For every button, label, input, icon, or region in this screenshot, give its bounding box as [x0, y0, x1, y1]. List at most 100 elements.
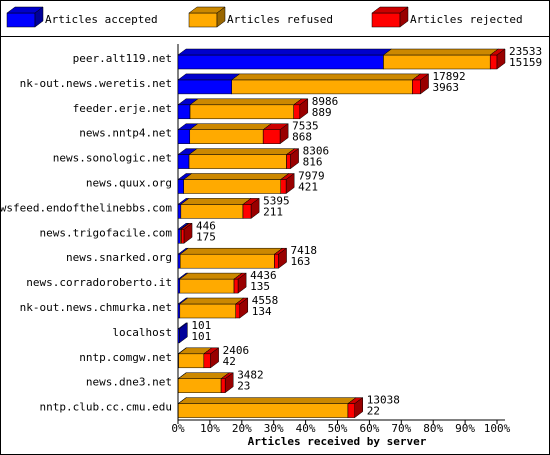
bar-side — [34, 6, 44, 28]
bar-top — [179, 297, 245, 305]
category-label: news.sonologic.net — [53, 152, 172, 165]
bar-front — [177, 54, 384, 70]
bar-front — [347, 403, 355, 418]
bar-top — [189, 123, 272, 130]
accepted-label: 421 — [298, 181, 318, 194]
bar-front — [188, 154, 287, 169]
total-label: 7535 — [292, 120, 319, 133]
bar-segment — [188, 148, 296, 170]
x-tick-label: 0% — [171, 422, 185, 435]
bar-top — [177, 48, 393, 56]
bar-front — [177, 204, 182, 219]
category-label: news.trigofacile.com — [40, 226, 173, 239]
legend-swatch — [371, 6, 409, 28]
bar-top — [382, 48, 499, 56]
total-label: 8986 — [312, 95, 339, 108]
legend-label: Articles refused — [227, 13, 333, 26]
bar-segment — [242, 197, 260, 219]
category-label: feeder.erje.net — [73, 102, 172, 115]
bar-front — [203, 353, 211, 369]
bar-segment — [382, 48, 499, 70]
x-tick-label: 60% — [359, 422, 379, 435]
bar-front — [189, 129, 264, 144]
bar-segment — [233, 272, 247, 294]
bar-segment — [177, 322, 189, 344]
accepted-label: 3963 — [433, 81, 460, 94]
bar-front — [231, 79, 413, 95]
accepted-label: 15159 — [509, 56, 542, 69]
bar-front — [371, 12, 401, 28]
bar-front — [180, 204, 244, 219]
bar-segment — [177, 73, 241, 95]
total-label: 17892 — [433, 70, 466, 83]
bar-front — [189, 104, 294, 120]
bar-top — [179, 247, 284, 255]
accepted-label: 42 — [223, 355, 236, 368]
bar-side — [285, 173, 295, 194]
total-label: 2406 — [223, 344, 250, 357]
bar-segment — [230, 73, 422, 95]
bar-side — [279, 123, 289, 145]
total-label: 446 — [196, 219, 216, 232]
accepted-label: 211 — [263, 205, 283, 218]
category-label: nk-out.news.chmurka.net — [20, 301, 172, 314]
x-tick-label: 100% — [484, 422, 511, 435]
category-label: news.dne3.net — [86, 376, 172, 389]
bar-front — [177, 104, 191, 120]
legend-swatch — [188, 6, 226, 28]
category-label: news.snarked.org — [66, 251, 172, 264]
bar-front — [177, 229, 181, 244]
bar-segment — [203, 347, 220, 369]
bar-segment — [177, 397, 357, 419]
bar-front — [242, 204, 252, 219]
bar-side — [250, 197, 260, 219]
x-tick-label: 40% — [296, 422, 316, 435]
x-tick-label: 20% — [232, 422, 252, 435]
accepted-label: 868 — [292, 131, 312, 144]
bar-segment — [489, 48, 506, 70]
bar-segment — [179, 247, 284, 269]
accepted-label: 22 — [367, 405, 380, 418]
bar-side — [299, 98, 309, 120]
bar-front — [6, 12, 36, 28]
x-axis-title: Articles received by server — [248, 435, 427, 448]
bar-side — [290, 148, 299, 170]
accepted-label: 889 — [312, 106, 332, 119]
bar-side — [224, 372, 234, 394]
bar-front — [489, 54, 498, 70]
bar-front — [177, 154, 190, 169]
bar-front — [177, 303, 181, 319]
total-label: 5395 — [263, 194, 290, 207]
bar-top — [179, 272, 243, 280]
bar-front — [178, 353, 205, 369]
bar-segment — [179, 272, 243, 294]
total-label: 4558 — [252, 294, 278, 307]
bar-segment — [179, 297, 245, 319]
bar-front — [412, 79, 421, 95]
bar-front — [220, 378, 226, 393]
bar-side — [496, 48, 506, 70]
total-label: 101 — [191, 319, 211, 332]
bar-segment — [262, 123, 289, 145]
x-tick-label: 50% — [328, 422, 348, 435]
accepted-label: 163 — [291, 255, 311, 268]
category-label: newsfeed.endofthelinebbs.com — [0, 201, 172, 214]
legend-label: Articles rejected — [410, 13, 523, 26]
bar-front — [179, 253, 275, 269]
bar-front — [235, 303, 241, 319]
accepted-label: 23 — [237, 380, 250, 393]
bar-front — [178, 378, 222, 393]
legend-label: Articles accepted — [45, 13, 158, 26]
bar-side — [216, 6, 226, 28]
bar-side — [420, 73, 429, 95]
bar-front — [233, 278, 239, 294]
total-label: 3482 — [237, 369, 264, 382]
bar-top — [230, 73, 422, 81]
x-tick-label: 30% — [264, 422, 284, 435]
bar-front — [179, 278, 235, 294]
total-label: 8306 — [303, 145, 330, 158]
category-label: news.corradoroberto.it — [26, 276, 172, 289]
bar-front — [178, 403, 349, 418]
bar-front — [177, 278, 181, 294]
